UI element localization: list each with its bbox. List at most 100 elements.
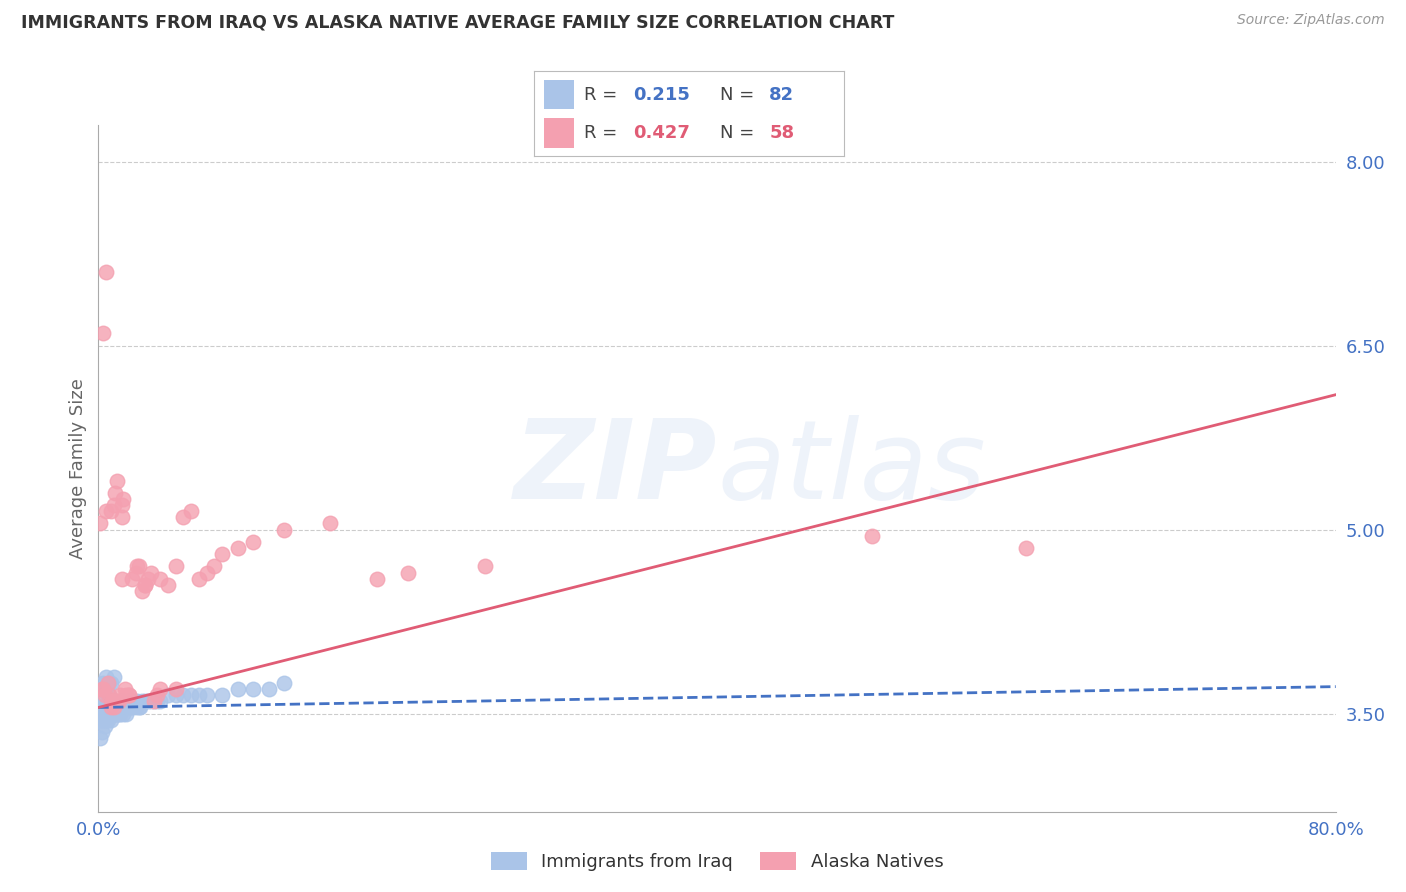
Point xyxy=(146,694,169,708)
Point xyxy=(101,700,124,714)
Point xyxy=(122,694,145,708)
Point xyxy=(91,326,114,341)
Point xyxy=(101,706,124,721)
Text: R =: R = xyxy=(583,124,623,142)
Point xyxy=(139,566,162,580)
Point xyxy=(89,706,111,721)
Point xyxy=(114,700,136,714)
Point xyxy=(97,706,120,721)
Point xyxy=(104,694,127,708)
Point xyxy=(149,572,172,586)
Point xyxy=(226,541,249,555)
Point xyxy=(129,700,152,714)
Point xyxy=(131,694,153,708)
Point xyxy=(118,694,141,708)
Point xyxy=(103,498,125,512)
Point xyxy=(134,694,156,708)
Point xyxy=(143,694,166,708)
Point xyxy=(97,694,120,708)
Point xyxy=(114,681,136,696)
Point xyxy=(107,694,129,708)
Point xyxy=(143,694,166,708)
Text: Source: ZipAtlas.com: Source: ZipAtlas.com xyxy=(1237,13,1385,28)
Point xyxy=(90,725,112,739)
Text: ZIP: ZIP xyxy=(513,415,717,522)
Point xyxy=(98,688,121,702)
Point xyxy=(100,694,122,708)
Point xyxy=(107,706,129,721)
Point xyxy=(96,504,118,518)
Point xyxy=(93,688,115,702)
Point xyxy=(103,706,125,721)
Point xyxy=(105,694,128,708)
Point xyxy=(121,700,143,714)
Point xyxy=(139,694,162,708)
Point xyxy=(273,523,295,537)
Point xyxy=(115,706,138,721)
Point xyxy=(474,559,496,574)
Point xyxy=(188,572,211,586)
Point xyxy=(118,688,141,702)
Bar xyxy=(544,118,575,147)
Point xyxy=(93,681,115,696)
Point xyxy=(273,676,295,690)
Point xyxy=(111,572,134,586)
Point xyxy=(127,559,149,574)
Point xyxy=(108,706,131,721)
Point xyxy=(98,688,121,702)
Point xyxy=(173,510,195,524)
Point xyxy=(90,700,112,714)
Point xyxy=(105,474,128,488)
Text: 82: 82 xyxy=(769,86,794,103)
Point xyxy=(100,504,122,518)
Point xyxy=(97,700,120,714)
Point xyxy=(112,706,135,721)
Point xyxy=(204,559,226,574)
Point xyxy=(90,681,112,696)
Point xyxy=(136,694,159,708)
Point xyxy=(103,670,125,684)
Point xyxy=(108,700,131,714)
Point xyxy=(136,572,159,586)
Point xyxy=(105,706,128,721)
Point xyxy=(105,700,128,714)
Point xyxy=(180,504,202,518)
Point xyxy=(96,670,118,684)
Point xyxy=(89,681,111,696)
Point xyxy=(111,510,134,524)
Point xyxy=(157,578,180,592)
Point xyxy=(149,681,172,696)
Point xyxy=(226,681,249,696)
Point xyxy=(89,731,111,746)
Point xyxy=(195,688,218,702)
Point xyxy=(257,681,280,696)
Point xyxy=(117,700,139,714)
Point xyxy=(100,700,122,714)
Point xyxy=(131,584,153,599)
Point xyxy=(107,700,129,714)
Point xyxy=(134,578,156,592)
Point xyxy=(128,700,150,714)
Point xyxy=(98,676,121,690)
Point xyxy=(173,688,195,702)
Point xyxy=(242,534,264,549)
Text: R =: R = xyxy=(583,86,623,103)
Point xyxy=(90,706,112,721)
Point xyxy=(112,700,135,714)
Point xyxy=(1015,541,1038,555)
Point xyxy=(366,572,388,586)
Point xyxy=(91,706,114,721)
Point xyxy=(165,681,187,696)
Point xyxy=(112,491,135,506)
Point xyxy=(96,713,118,727)
Point xyxy=(100,700,122,714)
Point xyxy=(211,547,233,561)
Point xyxy=(91,694,114,708)
Point xyxy=(111,694,134,708)
Point xyxy=(89,713,111,727)
Text: 0.427: 0.427 xyxy=(633,124,690,142)
Point xyxy=(396,566,419,580)
Point xyxy=(104,706,127,721)
Point xyxy=(111,700,134,714)
Point xyxy=(100,676,122,690)
